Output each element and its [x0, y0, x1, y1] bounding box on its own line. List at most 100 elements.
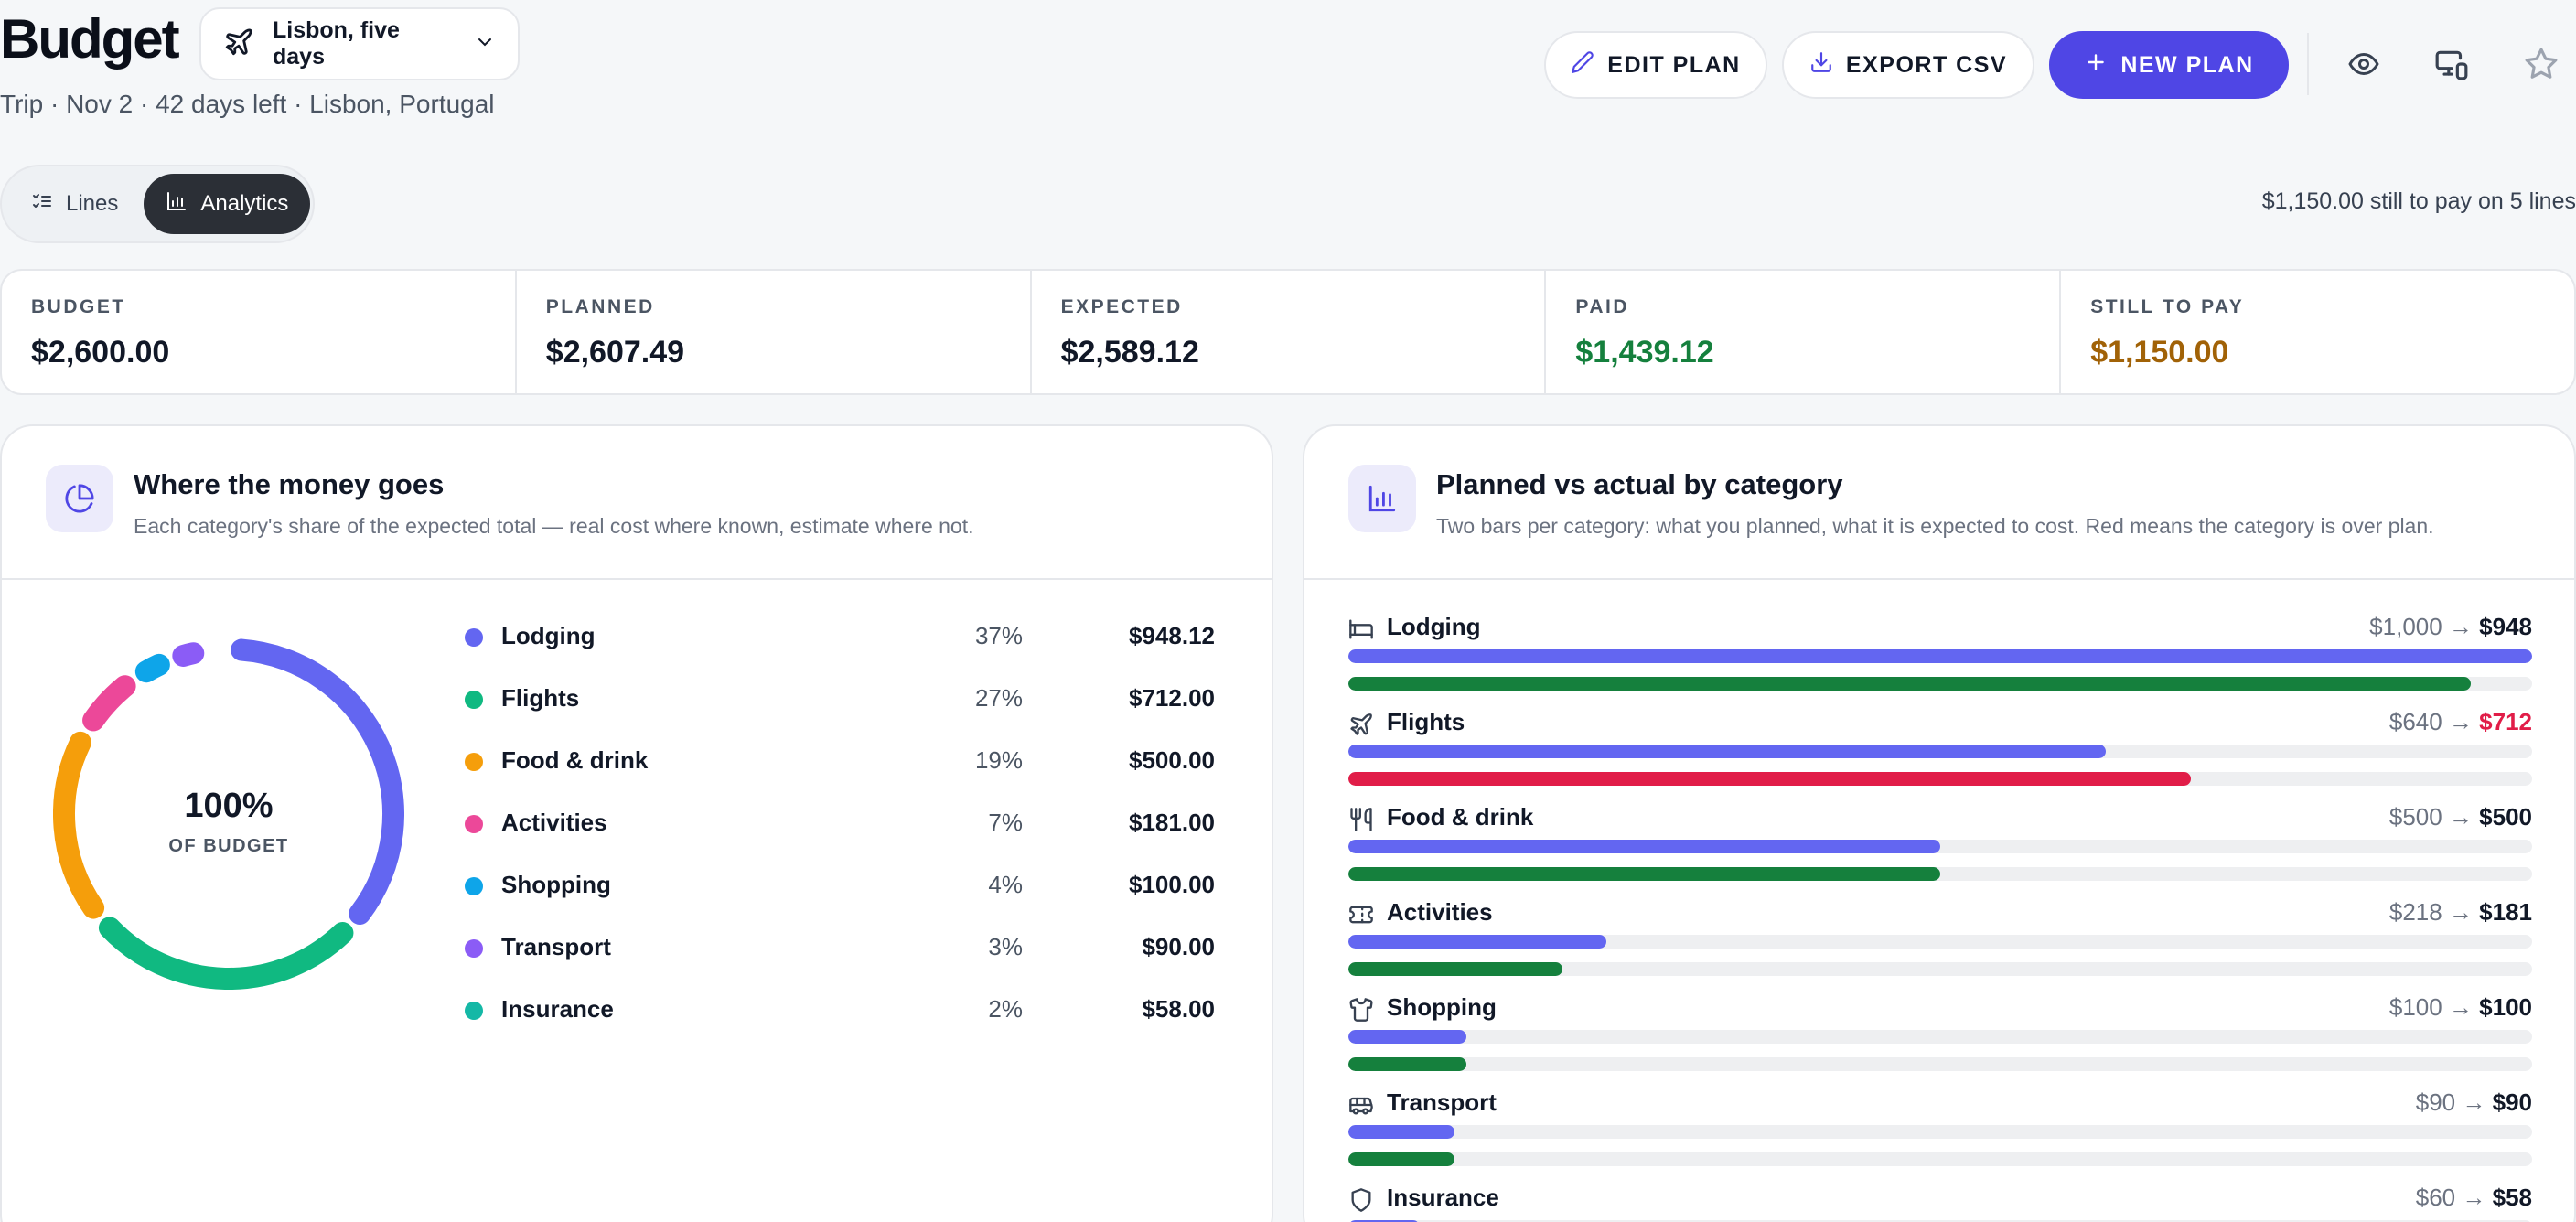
planned-bar: [1348, 935, 1607, 949]
legend-percent: 3%: [988, 933, 1023, 960]
legend-amount: $500.00: [1129, 746, 1215, 774]
bar-values: $60 → $58: [2415, 1184, 2532, 1211]
stat-value: $2,589.12: [1060, 335, 1199, 370]
legend-item: Lodging 37% $948.12: [465, 618, 1215, 655]
expected-track: [1348, 1152, 2532, 1166]
expected-bar: [1348, 772, 2192, 786]
bar-category-name: Transport: [1387, 1088, 1497, 1116]
legend-amount: $90.00: [1142, 933, 1215, 960]
legend-amount: $100.00: [1129, 871, 1215, 898]
expected-bar: [1348, 962, 1563, 976]
money-breakdown-card: Where the money goes Each category's sha…: [0, 424, 1273, 1222]
legend-dot: [465, 628, 483, 647]
stat-expected: EXPECTED $2,589.12: [1032, 271, 1547, 393]
legend-dot: [465, 939, 483, 958]
pencil-icon: [1571, 50, 1594, 80]
stat-label: STILL TO PAY: [2090, 296, 2245, 317]
category-bar-row: Shopping $100 → $100: [1348, 992, 2532, 1087]
donut-center-label: OF BUDGET: [168, 836, 289, 856]
expected-value: $181: [2479, 898, 2532, 926]
stat-label: BUDGET: [31, 296, 126, 317]
planned-track: [1348, 935, 2532, 949]
planned-value: $640: [2388, 708, 2442, 735]
planned-bar: [1348, 1030, 1467, 1044]
plane-icon: [223, 27, 254, 62]
edit-plan-button[interactable]: EDIT PLAN: [1544, 31, 1767, 99]
planned-value: $1,000: [2369, 613, 2442, 640]
stat-value: $1,439.12: [1575, 335, 1714, 370]
stat-label: EXPECTED: [1060, 296, 1183, 317]
legend-item: Insurance 2% $58.00: [465, 992, 1215, 1028]
view-switcher: Lines Analytics: [0, 165, 315, 243]
card-subtitle: Each category's share of the expected to…: [134, 514, 974, 538]
legend-percent: 27%: [974, 684, 1023, 712]
planned-bar: [1348, 840, 1940, 853]
legend-name: Transport: [501, 933, 611, 960]
expected-track: [1348, 1057, 2532, 1071]
tab-analytics[interactable]: Analytics: [144, 174, 311, 234]
legend-name: Activities: [501, 809, 607, 836]
tab-lines[interactable]: Lines: [9, 174, 140, 234]
shirt-icon: [1349, 998, 1373, 1022]
planned-value: $100: [2388, 993, 2442, 1021]
bar-values: $500 → $500: [2388, 803, 2532, 831]
legend-name: Lodging: [501, 622, 596, 649]
legend-dot: [465, 1002, 483, 1020]
legend-item: Food & drink 19% $500.00: [465, 743, 1215, 779]
expected-track: [1348, 867, 2532, 881]
legend-item: Flights 27% $712.00: [465, 681, 1215, 717]
list-checks-icon: [31, 190, 53, 219]
stat-planned: PLANNED $2,607.49: [517, 271, 1032, 393]
legend-percent: 19%: [974, 746, 1023, 774]
export-csv-button[interactable]: EXPORT CSV: [1782, 31, 2034, 99]
page-title: Budget: [0, 8, 180, 70]
planned-track: [1348, 1125, 2532, 1139]
donut-slice: [172, 642, 205, 667]
legend-amount: $712.00: [1129, 684, 1215, 712]
planned-track: [1348, 1220, 2532, 1222]
card-header: Where the money goes Each category's sha…: [2, 426, 1272, 580]
card-subtitle: Two bars per category: what you planned,…: [1436, 514, 2434, 538]
expected-track: [1348, 677, 2532, 691]
planned-bar: [1348, 1125, 1455, 1139]
bar-category-name: Insurance: [1387, 1184, 1499, 1211]
planned-bar: [1348, 649, 2532, 663]
plus-icon: [2084, 50, 2108, 80]
planned-bar: [1348, 745, 2107, 758]
planned-track: [1348, 1030, 2532, 1044]
bar-category-name: Activities: [1387, 898, 1493, 926]
bar-values: $1,000 → $948: [2369, 613, 2532, 640]
new-plan-button[interactable]: NEW PLAN: [2049, 31, 2289, 99]
eye-icon[interactable]: [2338, 38, 2389, 90]
donut-slice: [53, 731, 105, 919]
donut-slice: [134, 653, 170, 683]
star-icon[interactable]: [2516, 38, 2567, 90]
trip-selector-label: Lisbon, five days: [273, 17, 400, 70]
bar-category-name: Lodging: [1387, 613, 1481, 640]
ticket-icon: [1349, 906, 1373, 924]
legend-name: Flights: [501, 684, 580, 712]
stat-value: $2,600.00: [31, 335, 170, 370]
tab-analytics-label: Analytics: [200, 191, 289, 216]
expected-value: $500: [2479, 803, 2532, 831]
planned-bar: [1348, 1220, 1420, 1222]
legend-amount: $58.00: [1142, 995, 1215, 1023]
bar-category-name: Shopping: [1387, 993, 1497, 1021]
devices-icon[interactable]: [2426, 38, 2477, 90]
planned-value: $500: [2388, 803, 2442, 831]
stat-value: $1,150.00: [2090, 335, 2229, 370]
expected-track: [1348, 962, 2532, 976]
bar-chart-icon: [1348, 465, 1416, 532]
bed-icon: [1349, 619, 1373, 639]
planned-track: [1348, 840, 2532, 853]
expected-bar: [1348, 1057, 1467, 1071]
expected-value: $90: [2492, 1088, 2532, 1116]
new-plan-label: NEW PLAN: [2120, 51, 2254, 78]
legend-percent: 4%: [988, 871, 1023, 898]
tab-lines-label: Lines: [66, 191, 119, 216]
summary-stats: BUDGET $2,600.00 PLANNED $2,607.49 EXPEC…: [0, 269, 2576, 395]
stat-value: $2,607.49: [545, 335, 685, 370]
legend-percent: 7%: [988, 809, 1023, 836]
trip-selector[interactable]: Lisbon, five days: [199, 7, 520, 80]
expected-value: $58: [2492, 1184, 2532, 1211]
